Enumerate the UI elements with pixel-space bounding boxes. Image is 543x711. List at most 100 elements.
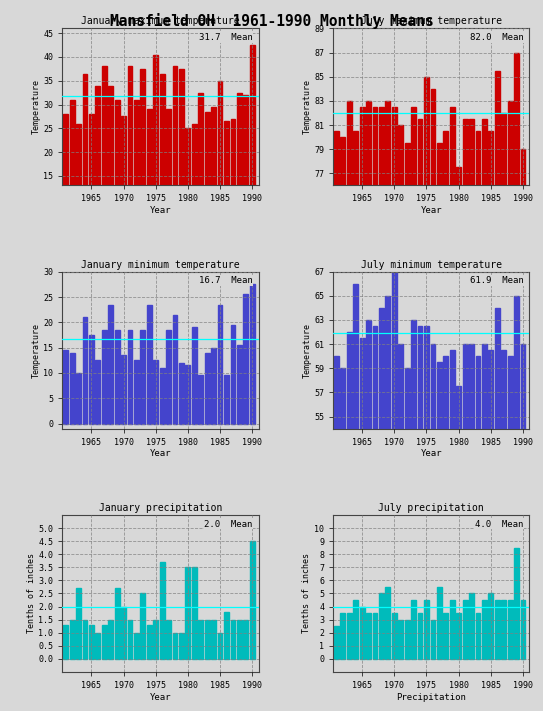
Bar: [192, 124, 197, 247]
Bar: [463, 600, 468, 659]
Bar: [437, 362, 442, 711]
Bar: [521, 344, 526, 711]
Bar: [160, 368, 165, 424]
Bar: [366, 613, 371, 659]
Bar: [147, 625, 151, 659]
Bar: [102, 625, 106, 659]
Bar: [450, 600, 454, 659]
Bar: [488, 131, 493, 711]
Bar: [224, 611, 229, 659]
Bar: [450, 351, 454, 711]
Bar: [444, 613, 448, 659]
Bar: [179, 363, 184, 424]
Bar: [411, 320, 416, 711]
Bar: [366, 320, 371, 711]
Bar: [508, 600, 513, 659]
Bar: [96, 360, 100, 424]
Bar: [372, 613, 377, 659]
Bar: [334, 626, 339, 659]
Bar: [166, 109, 171, 247]
Bar: [476, 131, 481, 711]
X-axis label: Year: Year: [421, 449, 442, 459]
Bar: [237, 345, 242, 424]
Bar: [205, 112, 210, 247]
Bar: [424, 326, 429, 711]
Bar: [89, 114, 94, 247]
Bar: [418, 119, 422, 711]
Bar: [128, 330, 132, 424]
Text: 61.9  Mean: 61.9 Mean: [470, 277, 523, 285]
Bar: [218, 304, 223, 424]
Bar: [243, 619, 248, 659]
X-axis label: Year: Year: [150, 449, 171, 459]
Bar: [128, 67, 132, 247]
Bar: [76, 124, 81, 247]
Bar: [469, 344, 474, 711]
Bar: [141, 594, 146, 659]
Bar: [115, 100, 119, 247]
Bar: [379, 107, 384, 711]
Bar: [218, 633, 223, 659]
Bar: [399, 125, 403, 711]
Bar: [482, 344, 487, 711]
Title: January maximum temperature: January maximum temperature: [81, 16, 240, 26]
Bar: [147, 304, 151, 424]
Bar: [418, 613, 422, 659]
Bar: [250, 541, 255, 659]
Bar: [386, 296, 390, 711]
Bar: [96, 633, 100, 659]
Bar: [231, 119, 235, 247]
Bar: [501, 113, 506, 711]
Bar: [360, 107, 364, 711]
Bar: [224, 375, 229, 424]
Bar: [205, 619, 210, 659]
Bar: [89, 335, 94, 424]
Bar: [243, 95, 248, 247]
Bar: [347, 332, 352, 711]
Bar: [250, 284, 255, 424]
Bar: [173, 633, 178, 659]
Title: July maximum temperature: July maximum temperature: [361, 16, 502, 26]
Bar: [424, 77, 429, 711]
Bar: [521, 149, 526, 711]
Bar: [347, 613, 352, 659]
Bar: [437, 143, 442, 711]
Bar: [456, 386, 461, 711]
Bar: [372, 326, 377, 711]
Bar: [399, 344, 403, 711]
Bar: [514, 547, 519, 659]
Text: Mansfield OH  1961-1990 Monthly Means: Mansfield OH 1961-1990 Monthly Means: [110, 13, 433, 29]
Bar: [211, 348, 216, 424]
Bar: [431, 619, 435, 659]
Bar: [70, 619, 74, 659]
Bar: [456, 613, 461, 659]
X-axis label: Year: Year: [150, 693, 171, 702]
Bar: [141, 330, 146, 424]
Bar: [192, 567, 197, 659]
Y-axis label: Tenths of inches: Tenths of inches: [27, 553, 36, 634]
Bar: [476, 613, 481, 659]
Bar: [488, 351, 493, 711]
Bar: [166, 330, 171, 424]
Bar: [501, 600, 506, 659]
Bar: [70, 100, 74, 247]
Bar: [134, 360, 139, 424]
Bar: [102, 330, 106, 424]
Y-axis label: Temperature: Temperature: [31, 323, 41, 378]
Bar: [115, 330, 119, 424]
Bar: [160, 562, 165, 659]
Y-axis label: Temperature: Temperature: [31, 80, 41, 134]
Bar: [237, 92, 242, 247]
Bar: [353, 284, 358, 711]
Bar: [488, 594, 493, 659]
Bar: [405, 143, 409, 711]
Bar: [514, 53, 519, 711]
Bar: [108, 304, 113, 424]
Bar: [218, 81, 223, 247]
Bar: [469, 594, 474, 659]
Bar: [353, 131, 358, 711]
Bar: [186, 567, 190, 659]
Title: July minimum temperature: July minimum temperature: [361, 260, 502, 269]
Bar: [399, 619, 403, 659]
Text: 16.7  Mean: 16.7 Mean: [199, 277, 253, 285]
